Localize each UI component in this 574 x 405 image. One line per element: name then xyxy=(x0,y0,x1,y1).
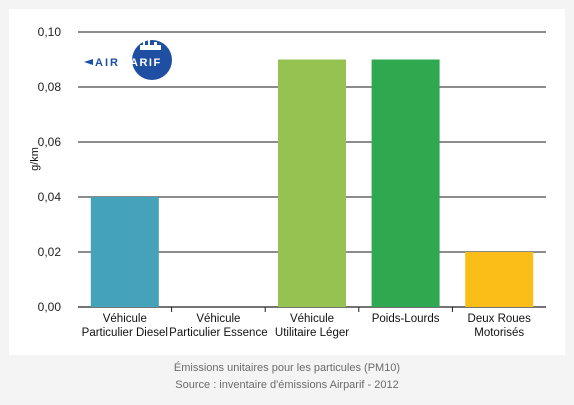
chart-card: 0,00 0,02 0,04 0,06 0,08 0,10 Véhicule Particu… xyxy=(9,9,565,355)
arrow-icon xyxy=(84,59,93,65)
city-skyline-icon xyxy=(140,36,161,52)
y-tick-labels: 0,00 0,02 0,04 0,06 0,08 0,10 xyxy=(38,25,62,314)
category-label: Véhicule xyxy=(290,313,334,325)
y-axis-label: g/km xyxy=(29,147,41,171)
y-tick-label: 0,02 xyxy=(38,245,62,259)
bars xyxy=(90,59,534,307)
logo-text-air: AIR xyxy=(95,57,120,69)
category-label: Particulier Diesel xyxy=(82,327,168,339)
chart-caption-source: Source : inventaire d'émissions Airparif… xyxy=(175,379,399,391)
y-tick-label: 0,10 xyxy=(38,25,62,39)
category-label: Deux Roues xyxy=(468,313,532,325)
bar-chart: 0,00 0,02 0,04 0,06 0,08 0,10 Véhicule Particu… xyxy=(29,25,546,339)
airparif-logo: AIR PARIF xyxy=(84,36,172,80)
chart-caption-title: Émissions unitaires pour les particules … xyxy=(173,362,401,374)
category-label: Particulier Essence xyxy=(169,327,267,339)
category-label: Véhicule xyxy=(196,313,240,325)
category-label: Véhicule xyxy=(103,313,147,325)
category-label: Poids-Lourds xyxy=(372,313,440,325)
y-tick-label: 0,06 xyxy=(38,135,62,149)
y-tick-label: 0,08 xyxy=(38,80,62,94)
y-tick-label: 0,04 xyxy=(38,190,62,204)
category-label: Motorisés xyxy=(474,327,524,339)
bar xyxy=(278,59,346,307)
category-labels: Véhicule Particulier Diesel Véhicule Partic… xyxy=(82,313,531,339)
bar xyxy=(465,252,534,307)
category-label: Utilitaire Léger xyxy=(275,327,349,339)
logo-text-parif: PARIF xyxy=(122,57,162,69)
y-tick-label: 0,00 xyxy=(38,300,62,314)
bar xyxy=(90,197,159,307)
bar xyxy=(371,59,440,307)
